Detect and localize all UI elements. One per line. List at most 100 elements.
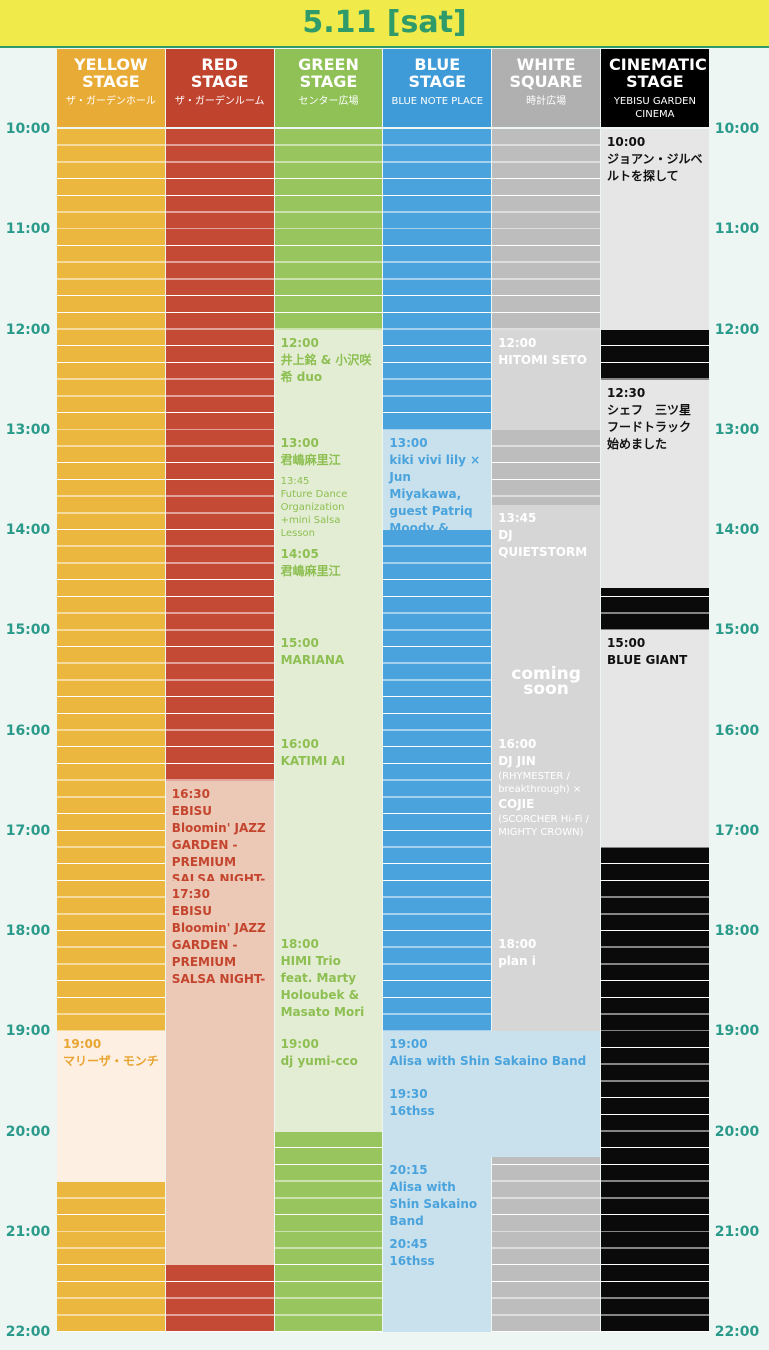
event-time: 20:45 [389, 1236, 428, 1251]
stage-venue: YEBISU GARDEN CINEMA [613, 96, 696, 120]
event-time: 19:30 [389, 1087, 428, 1102]
event-title: (SCORCHER Hi-Fi / MIGHTY CROWN) [498, 813, 589, 838]
time-label: 14:00 [714, 522, 760, 538]
event-title: EBISU Bloomin' JAZZ GARDEN -PREMIUM SALS… [171, 803, 266, 881]
stage-header: WHITE SQUARE 時計広場 [492, 49, 600, 127]
event-block: 10:00 ジョアン・ジルベルトを探して [601, 129, 709, 330]
time-label: 20:00 [714, 1123, 760, 1140]
event-time: 20:15 [389, 1162, 428, 1177]
event-title: マリーザ・モンチ [63, 1054, 159, 1069]
event-block: 13:45 DJ QUIETSTORM [492, 504, 600, 631]
event-title: 井上銘 & 小沢咲希 duo [280, 352, 372, 384]
event-time: 12:00 [498, 335, 537, 350]
time-label: 14:00 [5, 522, 51, 538]
event: 16:30 EBISU Bloomin' JAZZ GARDEN -PREMIUM… [172, 786, 268, 881]
stage-header: BLUE STAGE BLUE NOTE PLACE [383, 49, 492, 127]
time-label: 21:00 [5, 1223, 51, 1240]
stage-venue: ザ・ガーデンホール [65, 96, 156, 107]
event: 20:45 16thss [389, 1236, 485, 1270]
date-title: 5.11 [sat] [0, 0, 769, 48]
stage-header: RED STAGE ザ・ガーデンルーム [165, 49, 274, 127]
time-label: 22:00 [714, 1324, 760, 1340]
event: 17:30 EBISU Bloomin' JAZZ GARDEN -PREMIUM… [172, 886, 268, 988]
event-block: 19:00 マリーザ・モンチ [57, 1031, 165, 1182]
event-title: KATIMI AI [280, 753, 346, 768]
event-block: 12:30 シェフ 三ツ星フードトラック始めました [601, 379, 709, 589]
stage-name: RED STAGE [190, 55, 249, 91]
event: 19:00 dj yumi-cco [281, 1036, 377, 1070]
event-title: DJ QUIETSTORM [498, 527, 588, 559]
event-time: 16:00 [498, 736, 537, 751]
event: 13:45 Future Dance Organization +mini Sal… [281, 475, 377, 540]
event-block: 13:00 君嶋麻里江 13:45 Future Dance Organization… [274, 429, 383, 631]
time-label: 17:00 [714, 822, 760, 839]
event-title: ジョアン・ジルベルトを探して [607, 152, 703, 183]
event-title: EBISU Bloomin' JAZZ GARDEN -PREMIUM SALS… [171, 903, 266, 986]
coming-soon: coming soon [511, 664, 581, 700]
stage-name: YELLOW STAGE [74, 55, 148, 91]
event-title: COJIE [498, 796, 535, 811]
event-block: 12:00 HITOMI SETO [492, 329, 600, 430]
time-label: 16:00 [5, 722, 51, 739]
event-time: 15:00 [280, 636, 319, 651]
event-block: 20:15 Alisa with Shin Sakaino Band 20:45 16… [383, 1156, 492, 1332]
event: 12:00 井上銘 & 小沢咲希 duo [281, 335, 377, 386]
event-title: plan i [498, 954, 536, 968]
event-title: Alisa with Shin Sakaino Band [389, 1054, 587, 1069]
event-block: 19:00 Alisa with Shin Sakaino Band [383, 1031, 600, 1082]
event: 18:00 HIMI Trio feat. Marty Holoubek & Ma… [281, 936, 377, 1021]
event: 13:00 kiki vivi lily × Jun Miyakawa, gues… [389, 435, 485, 530]
time-label: 19:00 [5, 1023, 51, 1040]
event: 15:00 BLUE GIANT [607, 635, 703, 669]
event-title: HITOMI SETO [498, 352, 587, 367]
event-title: dj yumi-cco [280, 1054, 358, 1069]
event-block: 15:00 BLUE GIANT [601, 630, 709, 848]
event: 16:00 KATIMI AI [281, 736, 377, 770]
event-block: 16:30 EBISU Bloomin' JAZZ GARDEN -PREMIUM… [165, 780, 274, 881]
time-label: 13:00 [5, 421, 51, 438]
time-label: 18:00 [5, 923, 51, 939]
event-time: 19:00 [389, 1037, 428, 1052]
stage-venue: ザ・ガーデンルーム [174, 96, 265, 107]
event-time: 13:00 [389, 435, 428, 450]
event: 12:00 HITOMI SETO [498, 335, 594, 369]
event-title: 16thss [389, 1104, 435, 1119]
time-label: 18:00 [714, 923, 760, 939]
time-label: 15:00 [714, 622, 760, 639]
stage-name: BLUE STAGE [408, 55, 467, 91]
event-title: Future Dance Organization +mini Salsa Le… [280, 488, 348, 539]
time-label: 20:00 [5, 1123, 51, 1140]
stage-header: CINEMATIC STAGE YEBISU GARDEN CINEMA [601, 49, 709, 127]
time-label: 12:00 [714, 321, 760, 338]
event: 19:00 Alisa with Shin Sakaino Band [389, 1036, 594, 1070]
event-title: 16thss [389, 1253, 435, 1268]
event: 13:45 DJ QUIETSTORM [498, 510, 594, 561]
event-block: 17:30 EBISU Bloomin' JAZZ GARDEN -PREMIUM… [165, 880, 274, 1266]
time-label: 10:00 [714, 121, 760, 137]
time-label: 12:00 [5, 321, 51, 338]
event-title: 君嶋麻里江 [280, 452, 341, 467]
event: 14:05 君嶋麻里江 [281, 546, 377, 580]
event-block: 16:00 DJ JIN (RHYMESTER / breakthrough) × C… [492, 730, 600, 931]
stage-venue: センター広場 [298, 96, 359, 107]
time-label: 13:00 [714, 421, 760, 438]
event: 15:00 MARIANA [281, 635, 377, 669]
event-block: 13:00 kiki vivi lily × Jun Miyakawa, gues… [383, 429, 492, 530]
event-time: 16:00 [280, 736, 319, 751]
event-title: DJ JIN [498, 753, 536, 768]
event: 12:30 シェフ 三ツ星フードトラック始めました [607, 385, 703, 453]
event-time: 12:30 [607, 385, 646, 400]
event-time: 13:45 [280, 475, 310, 487]
event-time: 13:00 [280, 435, 319, 450]
event: 13:00 君嶋麻里江 [281, 435, 377, 469]
event-block: 18:00 HIMI Trio feat. Marty Holoubek & Ma… [274, 931, 383, 1032]
time-label: 21:00 [714, 1223, 760, 1240]
stage-venue: BLUE NOTE PLACE [391, 96, 484, 107]
event-title: (RHYMESTER / breakthrough) × [498, 770, 582, 795]
time-label: 11:00 [714, 221, 760, 238]
event-time: 15:00 [607, 636, 646, 651]
event-time: 17:30 [171, 886, 210, 901]
event-block: 18:00 plan i [492, 931, 600, 1032]
event: coming soon [498, 664, 594, 700]
